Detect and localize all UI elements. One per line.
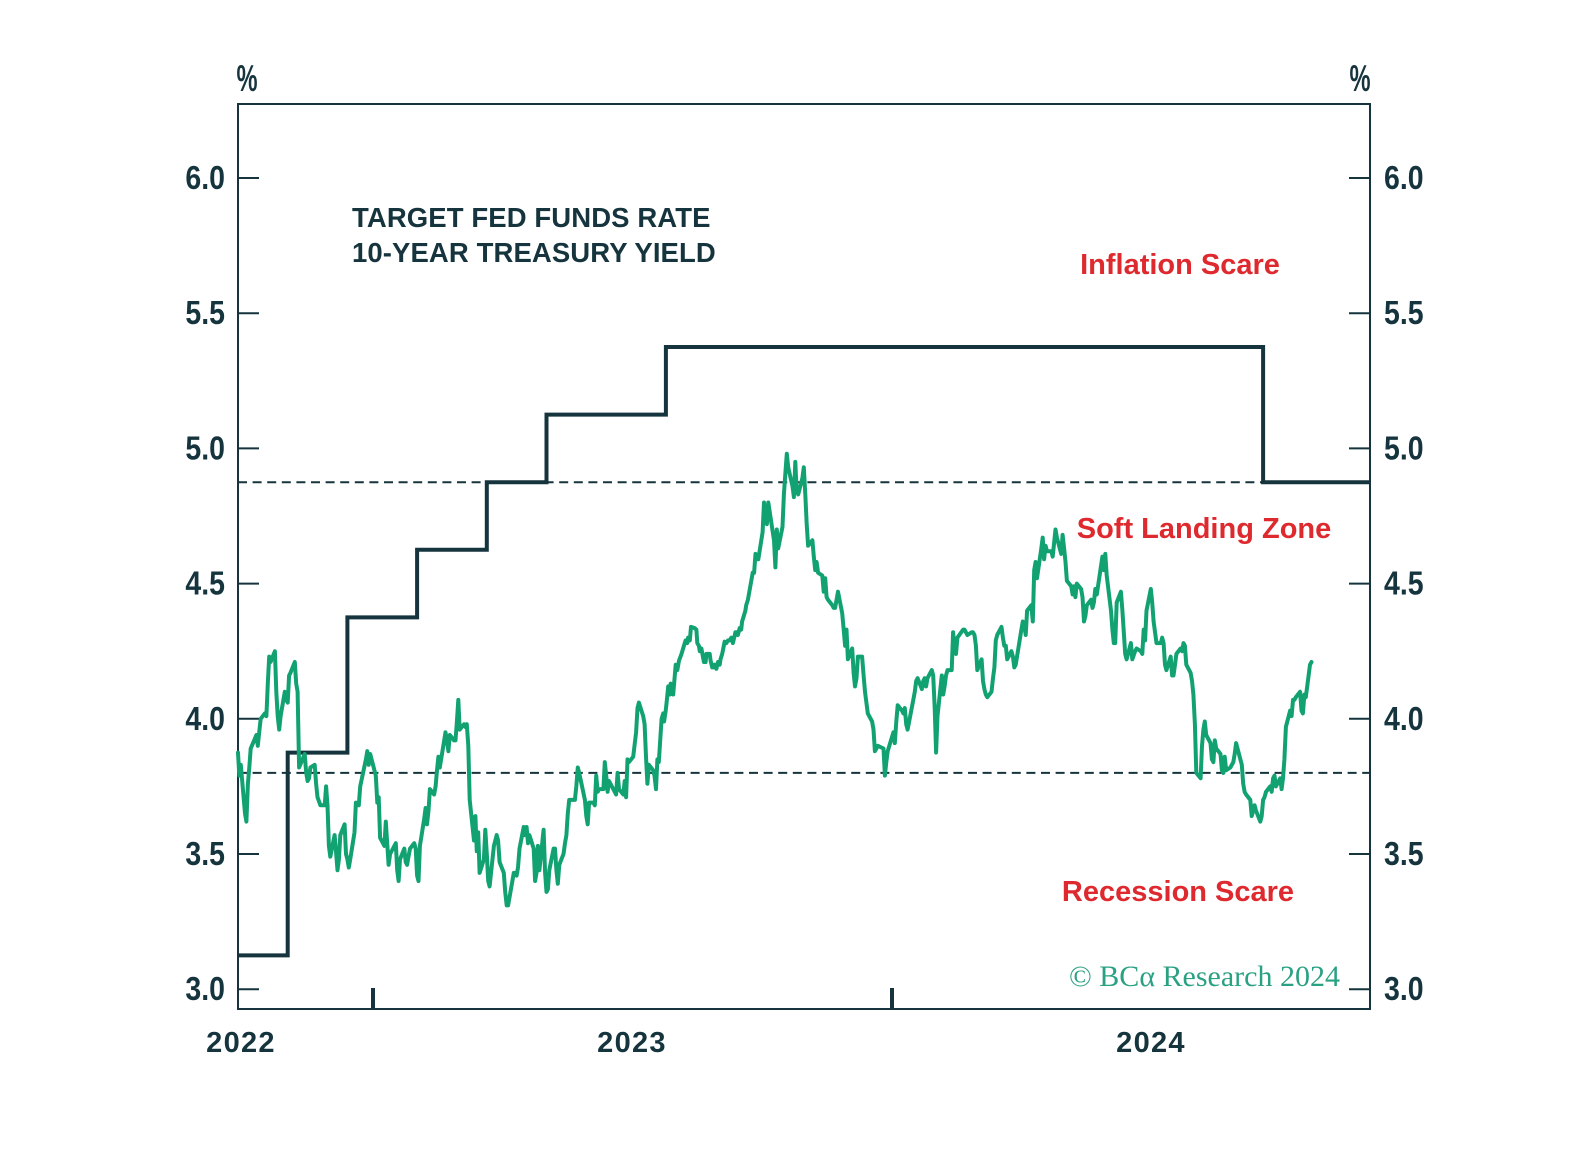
svg-text:© BCα Research 2024: © BCα Research 2024 <box>1069 960 1340 993</box>
svg-text:%: % <box>237 58 258 100</box>
svg-text:3.0: 3.0 <box>1384 970 1424 1008</box>
svg-text:%: % <box>1349 58 1370 100</box>
svg-text:3.0: 3.0 <box>185 970 225 1008</box>
svg-text:4.0: 4.0 <box>185 700 225 738</box>
svg-text:4.5: 4.5 <box>1384 564 1424 602</box>
svg-text:10-YEAR TREASURY YIELD: 10-YEAR TREASURY YIELD <box>352 237 716 268</box>
svg-text:2023: 2023 <box>597 1027 667 1059</box>
svg-text:Recession Scare: Recession Scare <box>1062 876 1294 908</box>
svg-text:5.5: 5.5 <box>185 294 225 332</box>
svg-text:2022: 2022 <box>206 1027 276 1059</box>
svg-text:6.0: 6.0 <box>185 159 225 197</box>
svg-text:4.5: 4.5 <box>185 564 225 602</box>
svg-text:5.0: 5.0 <box>1384 429 1424 467</box>
svg-text:4.0: 4.0 <box>1384 700 1424 738</box>
svg-text:TARGET FED FUNDS RATE: TARGET FED FUNDS RATE <box>352 202 711 233</box>
svg-text:Inflation Scare: Inflation Scare <box>1080 249 1280 281</box>
svg-text:6.0: 6.0 <box>1384 159 1424 197</box>
svg-text:Soft Landing Zone: Soft Landing Zone <box>1077 513 1332 545</box>
svg-text:3.5: 3.5 <box>185 835 225 873</box>
svg-text:5.5: 5.5 <box>1384 294 1424 332</box>
svg-text:5.0: 5.0 <box>185 429 225 467</box>
svg-text:3.5: 3.5 <box>1384 835 1424 873</box>
svg-text:2024: 2024 <box>1116 1027 1186 1059</box>
